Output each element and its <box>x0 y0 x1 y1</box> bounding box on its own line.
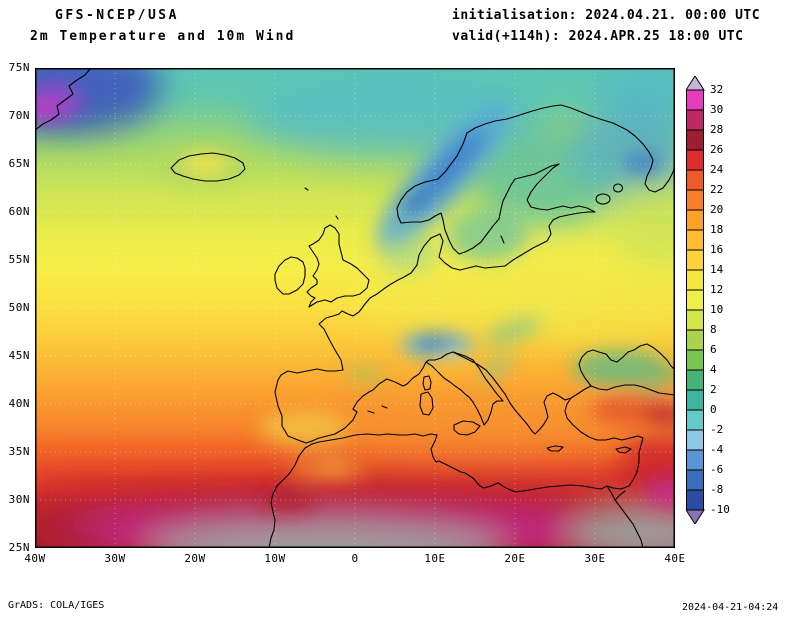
map-frame <box>35 68 675 548</box>
lat-tick-label: 45N <box>8 349 30 362</box>
colorbar-tick-label: 16 <box>710 243 724 256</box>
lon-tick-label: 0 <box>351 552 359 565</box>
colorbar-tick-label: 30 <box>710 103 724 116</box>
lon-tick-label: 20W <box>184 552 206 565</box>
lon-tick-label: 10E <box>424 552 446 565</box>
lat-tick-label: 35N <box>8 445 30 458</box>
map-canvas <box>35 68 675 548</box>
colorbar <box>686 76 705 524</box>
colorbar-tick-label: 10 <box>710 303 724 316</box>
product-title: 2m Temperature and 10m Wind <box>30 29 296 44</box>
colorbar-tick-label: -8 <box>710 483 724 496</box>
lat-tick-label: 50N <box>8 301 30 314</box>
colorbar-tick-label: -6 <box>710 463 724 476</box>
model-title: GFS-NCEP/USA <box>55 8 179 23</box>
valid-time-label: valid(+114h): 2024.APR.25 18:00 UTC <box>452 29 744 44</box>
gridlines <box>35 68 675 548</box>
colorbar-tick-label: 6 <box>710 343 717 356</box>
colorbar-tick-label: 22 <box>710 183 724 196</box>
creation-timestamp: 2024-04-21-04:24 <box>682 602 779 613</box>
lat-tick-label: 75N <box>8 61 30 74</box>
colorbar-tick-label: 14 <box>710 263 724 276</box>
colorbar-tick-label: 12 <box>710 283 724 296</box>
colorbar-tick-label: 8 <box>710 323 717 336</box>
colorbar-tick-label: -10 <box>710 503 730 516</box>
colorbar-tick-label: 2 <box>710 383 717 396</box>
lat-tick-label: 55N <box>8 253 30 266</box>
lon-tick-label: 20E <box>504 552 526 565</box>
lat-tick-label: 60N <box>8 205 30 218</box>
lat-tick-label: 25N <box>8 541 30 554</box>
lon-tick-label: 40W <box>24 552 46 565</box>
colorbar-tick-label: 28 <box>710 123 724 136</box>
lon-tick-label: 30W <box>104 552 126 565</box>
grads-credit: GrADS: COLA/IGES <box>8 600 105 611</box>
coastlines <box>35 68 675 548</box>
colorbar-tick-label: 32 <box>710 83 724 96</box>
colorbar-tick-label: 18 <box>710 223 724 236</box>
colorbar-tick-label: 20 <box>710 203 724 216</box>
lon-tick-label: 30E <box>584 552 606 565</box>
lat-tick-label: 30N <box>8 493 30 506</box>
colorbar-tick-label: 4 <box>710 363 717 376</box>
lon-tick-label: 40E <box>664 552 686 565</box>
lat-tick-label: 40N <box>8 397 30 410</box>
init-time-label: initialisation: 2024.04.21. 00:00 UTC <box>452 8 761 23</box>
colorbar-tick-label: 0 <box>710 403 717 416</box>
colorbar-tick-label: -4 <box>710 443 724 456</box>
colorbar-tick-label: 24 <box>710 163 724 176</box>
colorbar-tick-label: 26 <box>710 143 724 156</box>
lon-tick-label: 10W <box>264 552 286 565</box>
lat-tick-label: 70N <box>8 109 30 122</box>
temperature-field <box>35 68 675 548</box>
colorbar-tick-label: -2 <box>710 423 724 436</box>
lat-tick-label: 65N <box>8 157 30 170</box>
